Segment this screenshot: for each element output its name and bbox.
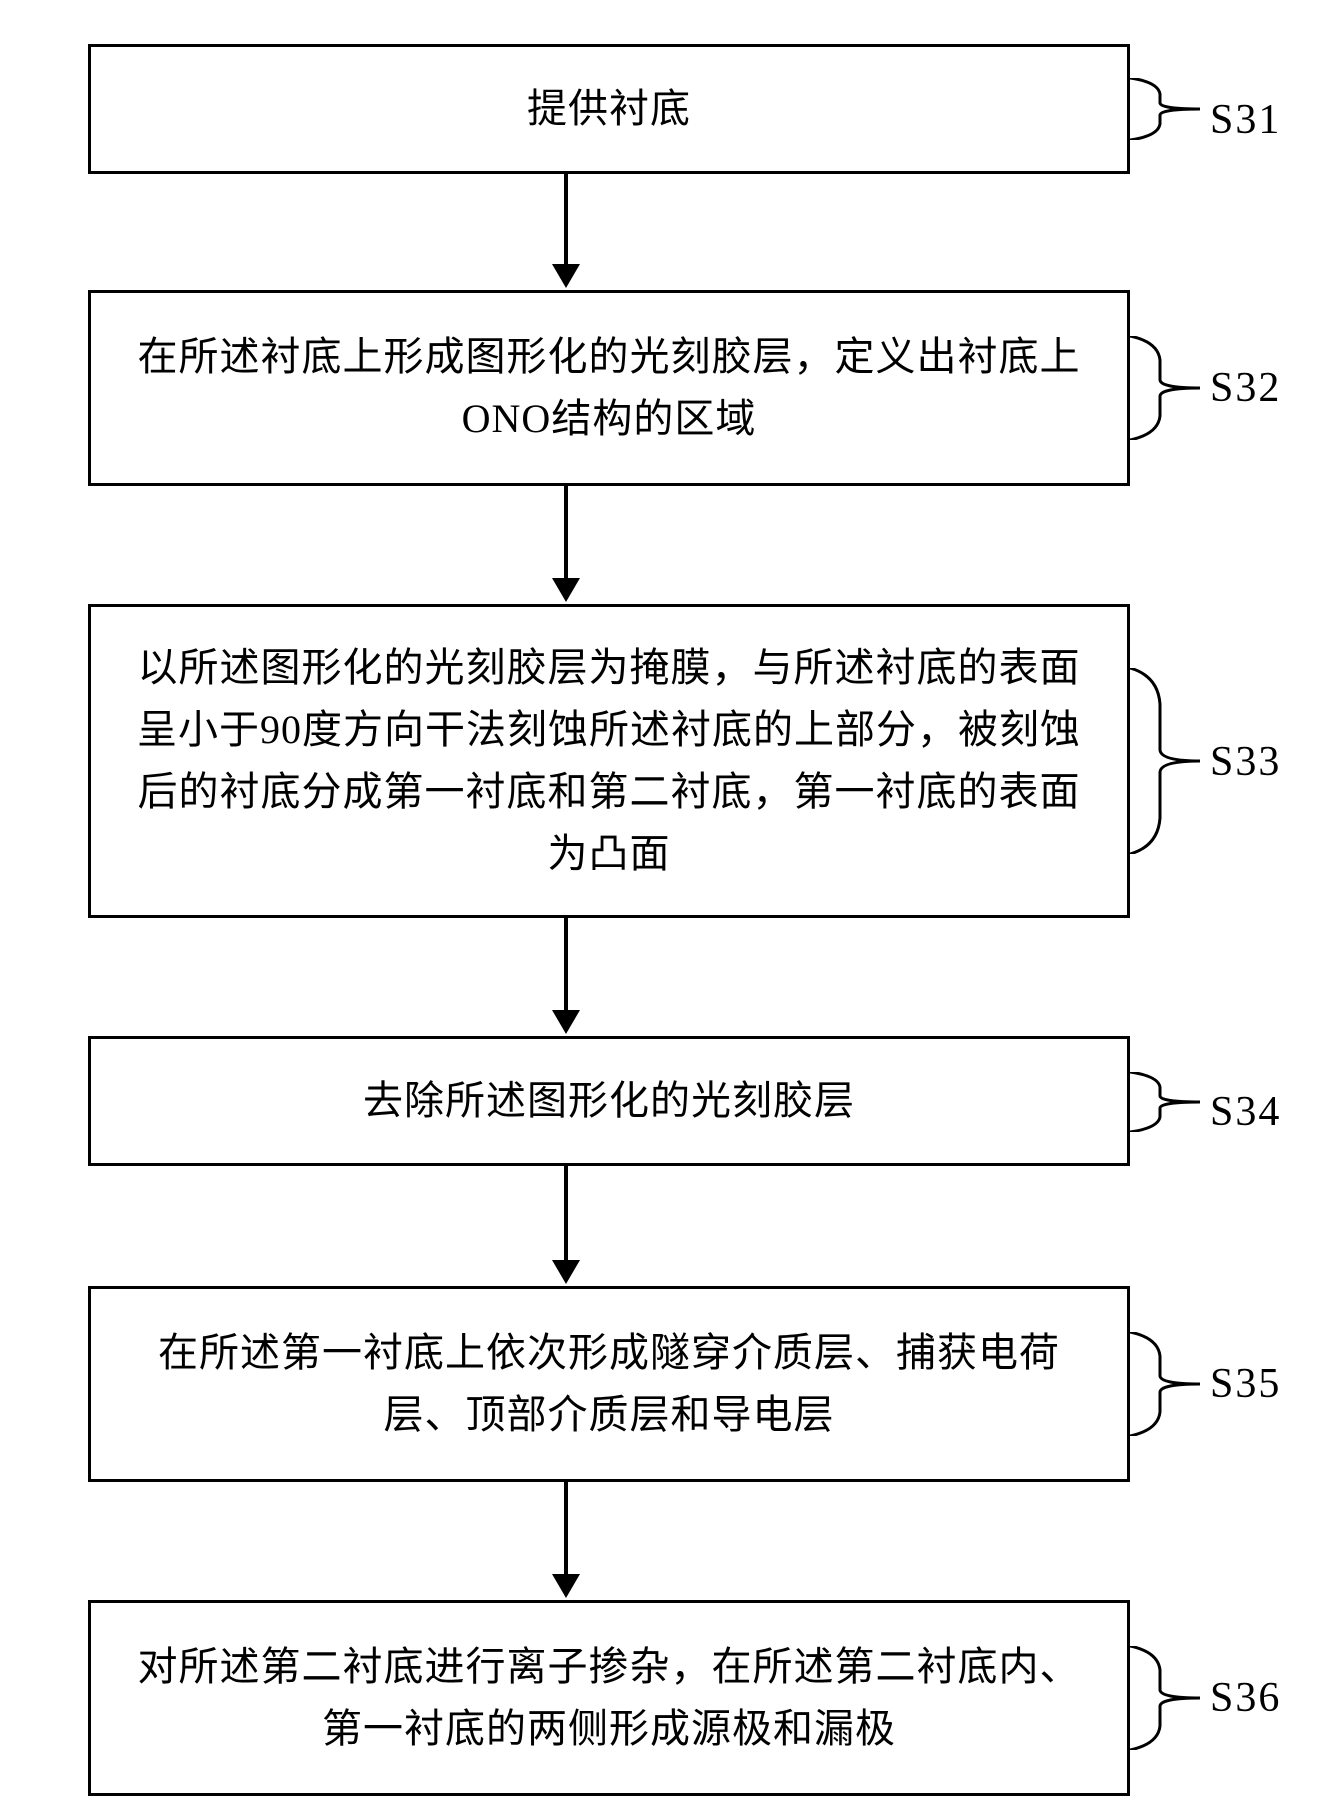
step-box-s33: 以所述图形化的光刻胶层为掩膜，与所述衬底的表面呈小于90度方向干法刻蚀所述衬底的… [88, 604, 1130, 918]
step-box-s36: 对所述第二衬底进行离子掺杂，在所述第二衬底内、第一衬底的两侧形成源极和漏极 [88, 1600, 1130, 1796]
step-label-s32: S32 [1210, 364, 1281, 412]
step-text-s31: 提供衬底 [527, 78, 691, 140]
step-box-s31: 提供衬底 [88, 44, 1130, 174]
brace-s36 [1130, 1646, 1210, 1750]
brace-s35 [1130, 1332, 1210, 1436]
step-label-s36: S36 [1210, 1674, 1281, 1722]
step-label-s34: S34 [1210, 1088, 1281, 1136]
step-text-s36: 对所述第二衬底进行离子掺杂，在所述第二衬底内、第一衬底的两侧形成源极和漏极 [121, 1636, 1097, 1760]
step-box-s32: 在所述衬底上形成图形化的光刻胶层，定义出衬底上ONO结构的区域 [88, 290, 1130, 486]
step-box-s35: 在所述第一衬底上依次形成隧穿介质层、捕获电荷层、顶部介质层和导电层 [88, 1286, 1130, 1482]
step-text-s32: 在所述衬底上形成图形化的光刻胶层，定义出衬底上ONO结构的区域 [121, 326, 1097, 450]
flowchart-canvas: 提供衬底 S31 在所述衬底上形成图形化的光刻胶层，定义出衬底上ONO结构的区域… [0, 0, 1321, 1805]
brace-s32 [1130, 336, 1210, 440]
brace-s33 [1130, 668, 1210, 854]
step-label-s35: S35 [1210, 1360, 1281, 1408]
step-label-s31: S31 [1210, 96, 1281, 144]
step-text-s34: 去除所述图形化的光刻胶层 [363, 1070, 855, 1132]
brace-s34 [1130, 1072, 1210, 1132]
step-text-s33: 以所述图形化的光刻胶层为掩膜，与所述衬底的表面呈小于90度方向干法刻蚀所述衬底的… [121, 637, 1097, 885]
step-box-s34: 去除所述图形化的光刻胶层 [88, 1036, 1130, 1166]
step-text-s35: 在所述第一衬底上依次形成隧穿介质层、捕获电荷层、顶部介质层和导电层 [121, 1322, 1097, 1446]
brace-s31 [1130, 78, 1210, 140]
step-label-s33: S33 [1210, 738, 1281, 786]
